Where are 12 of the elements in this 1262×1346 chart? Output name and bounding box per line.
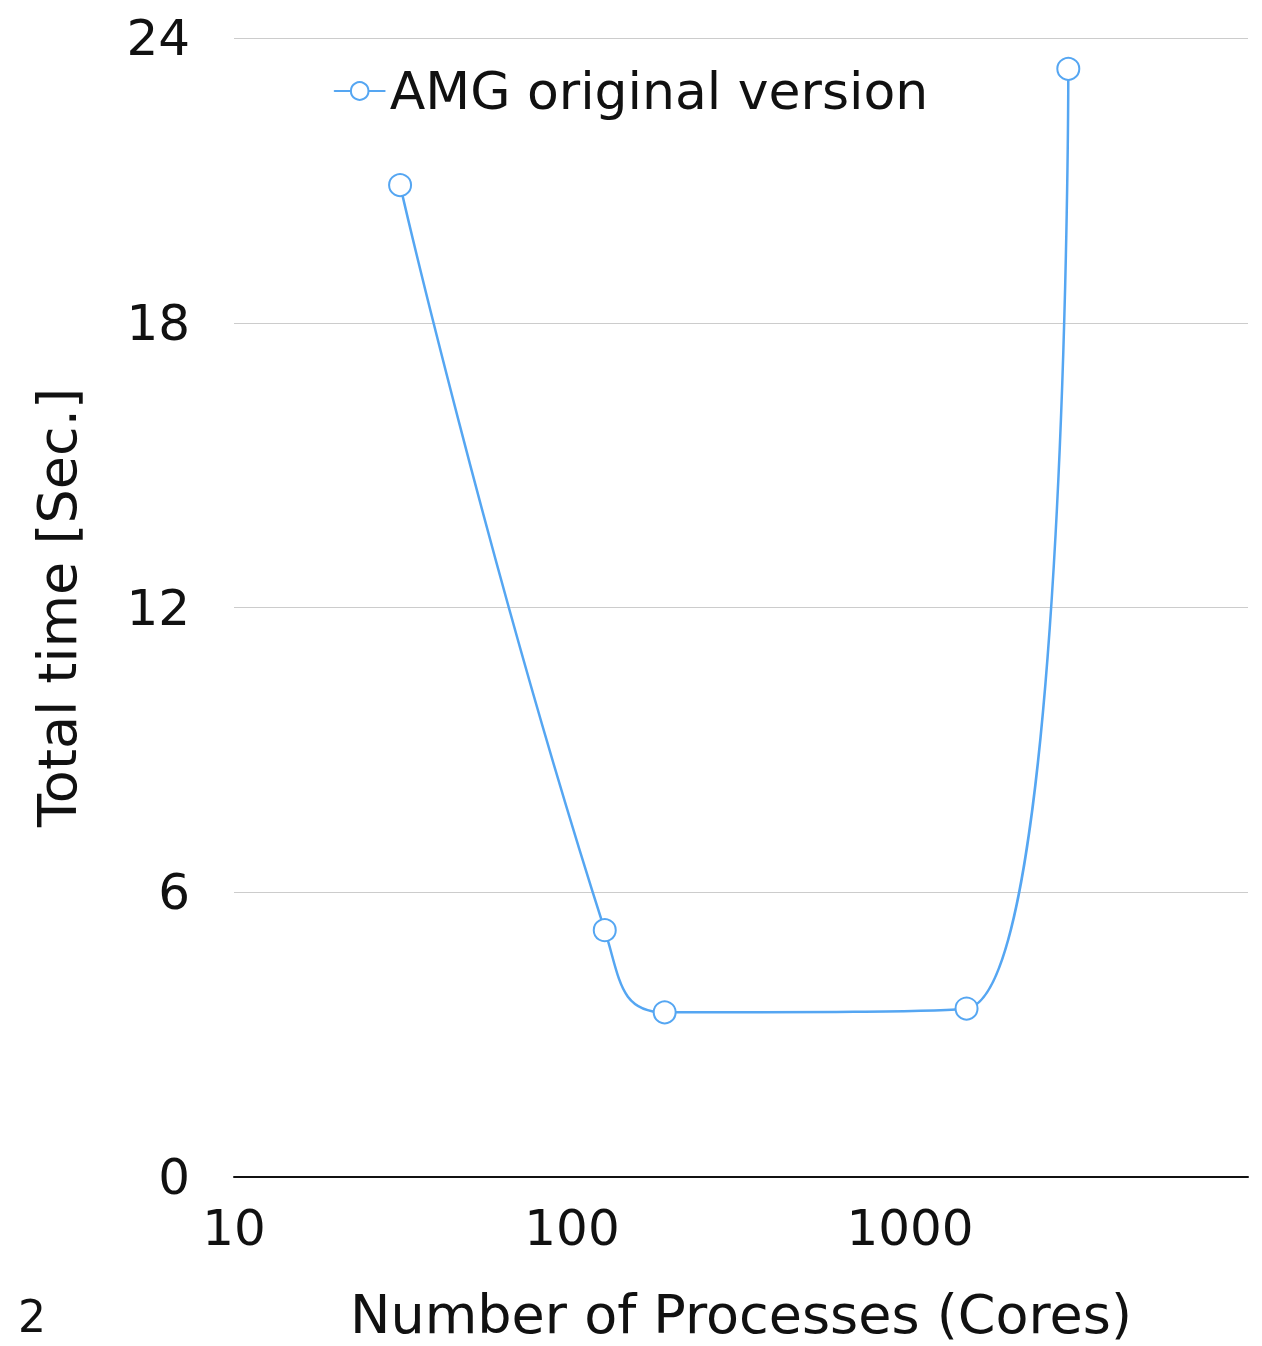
y-tick-label: 24 bbox=[126, 9, 190, 67]
y-tick-label: 0 bbox=[158, 1148, 190, 1206]
x-tick-label: 1000 bbox=[846, 1199, 974, 1257]
y-axis-title: Total time [Sec.] bbox=[25, 388, 89, 828]
x-axis-title: Number of Processes (Cores) bbox=[350, 1282, 1132, 1346]
x-tick-label: 10 bbox=[202, 1199, 266, 1257]
text: 2 bbox=[18, 1290, 46, 1342]
x-tick-label: 100 bbox=[524, 1199, 620, 1257]
y-tick-label: 18 bbox=[126, 293, 190, 352]
legend-label: AMG original version bbox=[389, 61, 929, 121]
y-tick-label: 12 bbox=[126, 578, 190, 637]
y-tick-label: 6 bbox=[158, 863, 190, 922]
